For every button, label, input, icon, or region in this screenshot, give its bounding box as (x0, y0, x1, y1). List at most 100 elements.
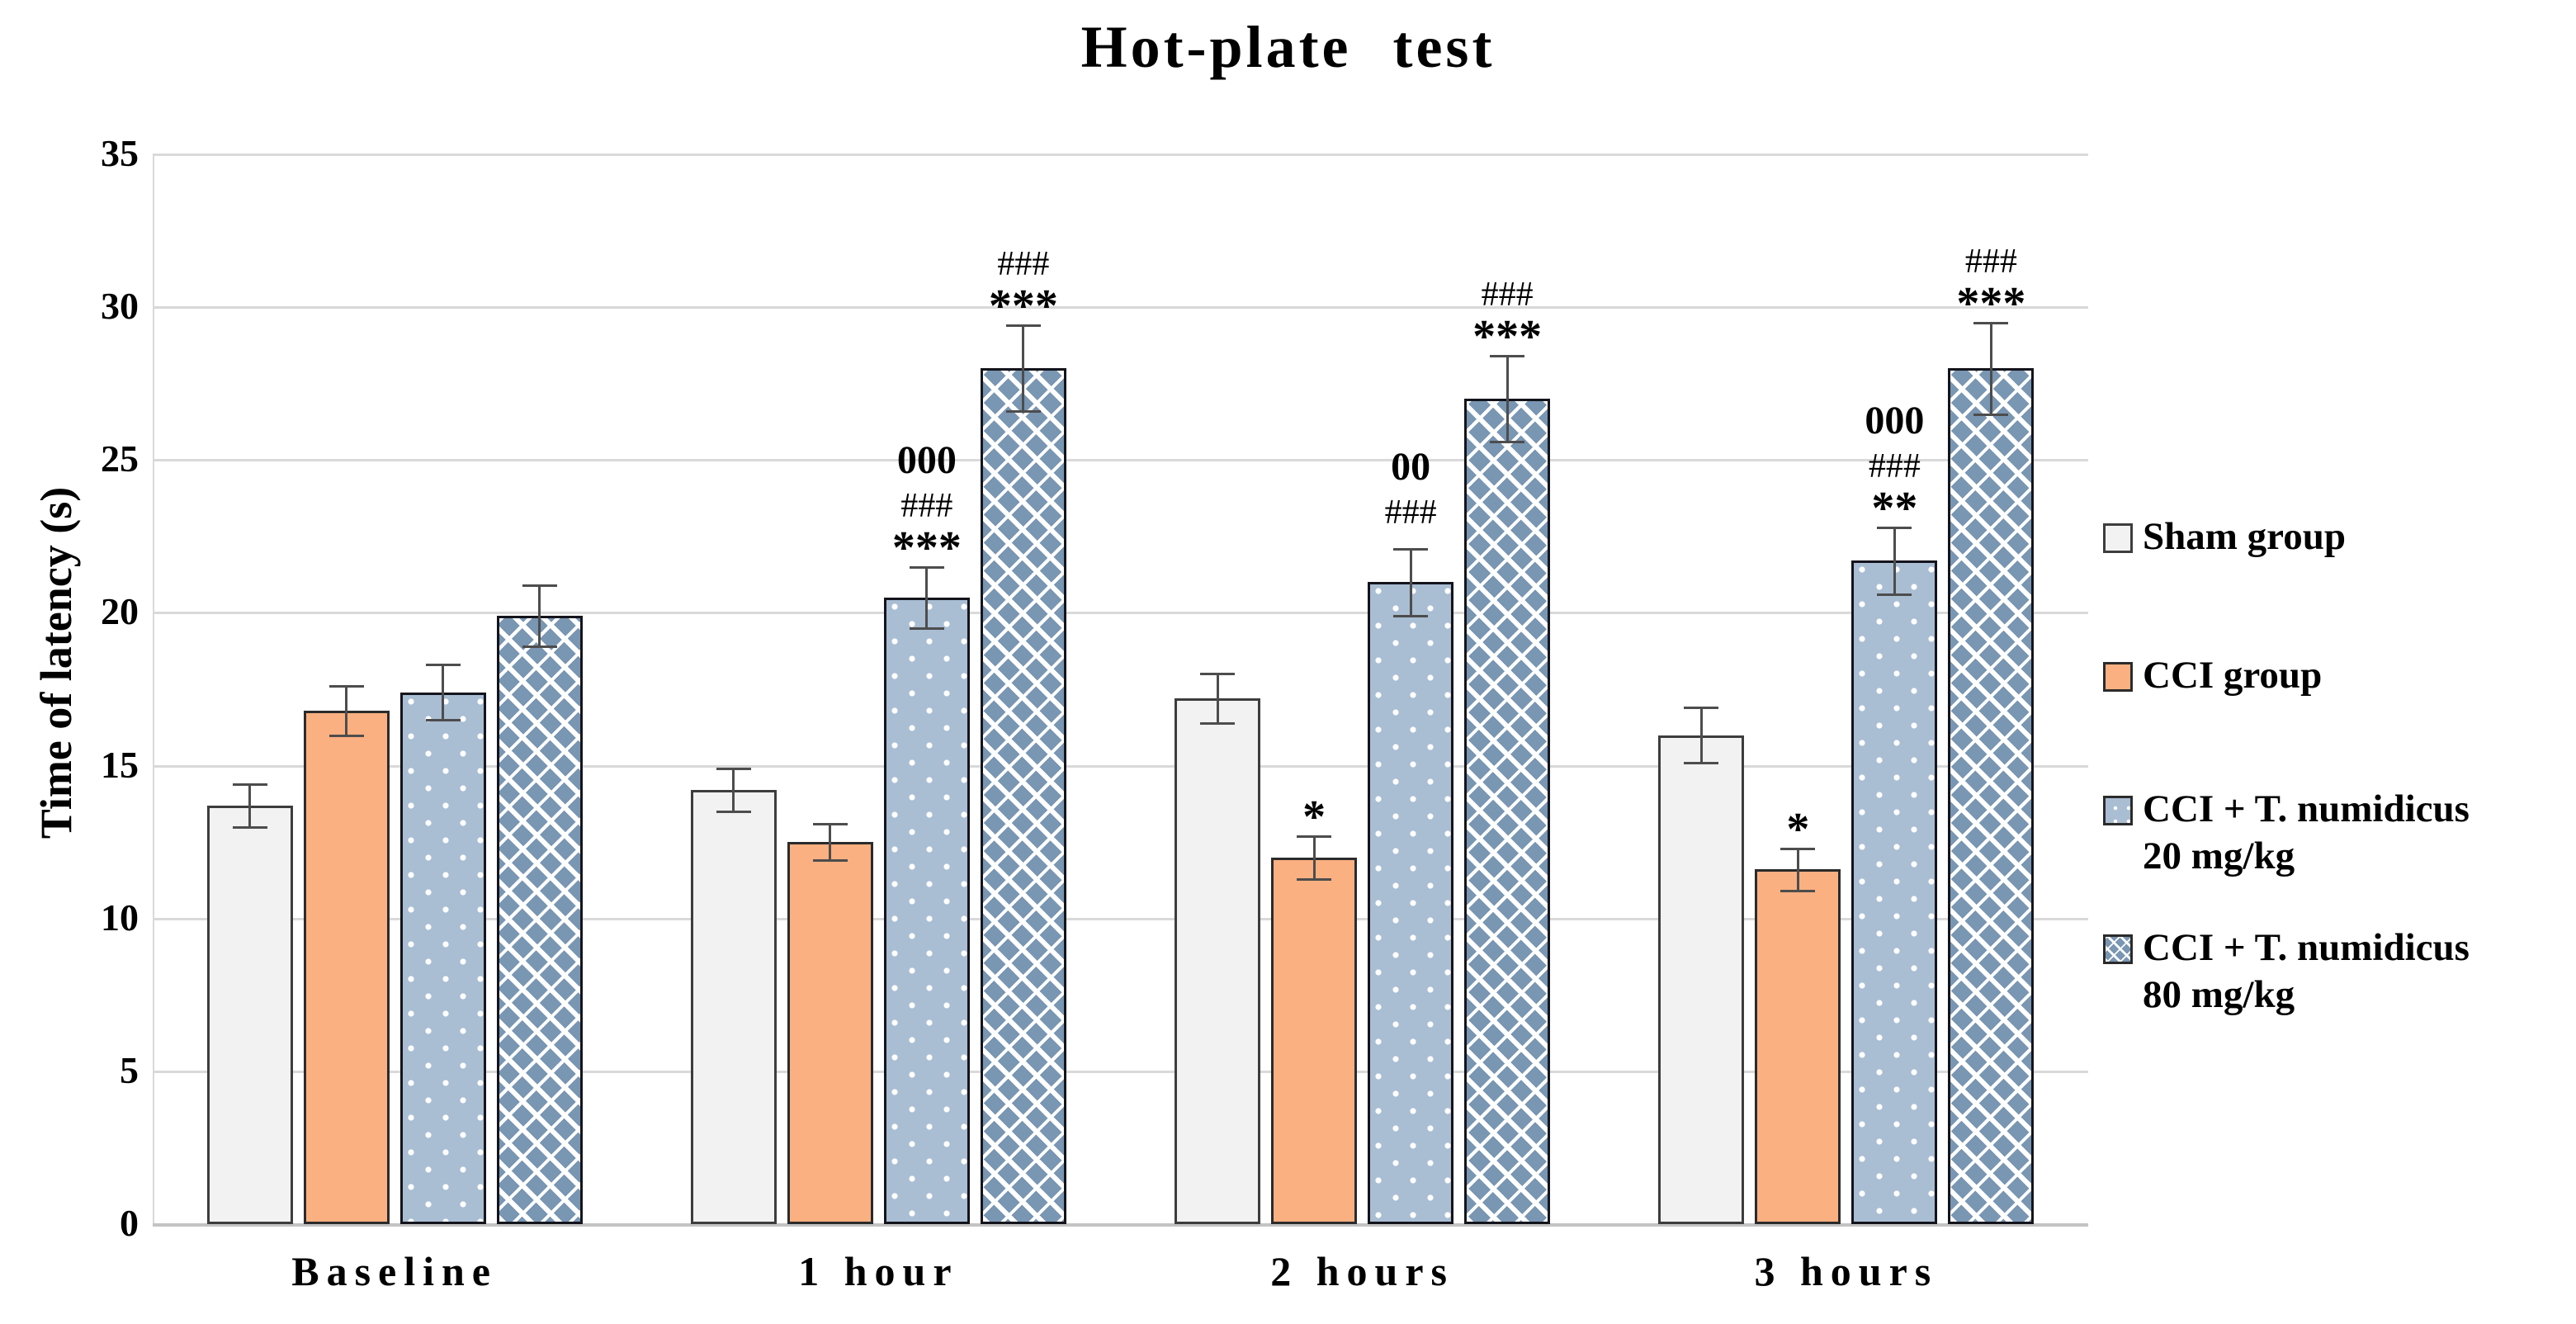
hash-annotation: ### (1481, 276, 1534, 314)
x-category-label: 2 hours (1270, 1248, 1454, 1294)
gridline-20 (153, 612, 2088, 615)
error-bar (1216, 674, 1219, 723)
error-bar (1312, 835, 1316, 879)
error-bar (345, 686, 348, 735)
y-tick-label-0: 0 (120, 1202, 139, 1244)
legend-label: CCI + T. numidicus 80 mg/kg (2143, 926, 2470, 1016)
error-bar-cap-top (1877, 526, 1912, 529)
error-bar-cap-bottom (1684, 761, 1719, 764)
error-bar-cap-top (1393, 547, 1429, 551)
bar-t80-0 (496, 616, 583, 1224)
legend-label: CCI group (2143, 654, 2323, 697)
hash-annotation: ### (900, 486, 953, 525)
error-bar-cap-top (522, 584, 557, 588)
y-tick-label-10: 10 (101, 896, 139, 939)
y-tick-label-25: 25 (101, 437, 139, 480)
gridline-5 (153, 1070, 2088, 1073)
legend-label: Sham group (2143, 515, 2346, 558)
error-bar-cap-bottom (522, 645, 557, 649)
error-bar-cap-bottom (1297, 877, 1332, 881)
annotation-stack: * (1182, 794, 1446, 840)
star-annotation: * (1786, 803, 1810, 855)
y-tick-label-15: 15 (101, 743, 139, 786)
error-bar-cap-bottom (909, 627, 944, 630)
error-bar-cap-bottom (1005, 410, 1041, 414)
error-bar (1989, 322, 1992, 414)
error-bar (829, 823, 832, 861)
x-category-label: 3 hours (1754, 1248, 1939, 1294)
error-bar-cap-top (328, 685, 364, 688)
x-category-label: 1 hour (798, 1248, 959, 1294)
circle-annotation: 000 (1865, 398, 1925, 442)
hash-annotation: ### (1868, 447, 1921, 485)
annotation-stack: 00 ### (1279, 445, 1543, 536)
annotation-stack: 000 ### ** (1762, 398, 2026, 532)
error-bar (1022, 325, 1025, 412)
legend: Sham group CCI group CCI + T. numidicus 20 … (2100, 0, 2570, 1324)
y-tick-label-30: 30 (101, 285, 139, 328)
y-tick-label-20: 20 (101, 590, 139, 633)
bar-t20-3 (1851, 560, 1938, 1224)
annotation-stack: * (1666, 806, 1930, 853)
plot-left-border (153, 154, 154, 1224)
legend-swatch-sham (2103, 523, 2133, 553)
error-bar-cap-top (812, 822, 848, 825)
bar-t20-1 (883, 597, 970, 1224)
error-bar (1505, 356, 1509, 442)
circle-annotation: 00 (1391, 444, 1431, 489)
y-tick-label-5: 5 (120, 1048, 139, 1091)
gridline-10 (153, 917, 2088, 920)
legend-label: CCI + T. numidicus 20 mg/kg (2143, 787, 2470, 877)
bar-t80-1 (980, 368, 1066, 1224)
hash-annotation: ### (1384, 493, 1437, 532)
error-bar-cap-bottom (328, 734, 364, 737)
error-bar-cap-top (909, 565, 944, 569)
error-bar-cap-bottom (1490, 441, 1525, 444)
error-bar-cap-top (1780, 847, 1816, 850)
bar-sham-2 (1175, 698, 1261, 1224)
error-bar-cap-bottom (425, 719, 461, 722)
error-bar-cap-top (1684, 707, 1719, 710)
bar-cci-2 (1271, 857, 1358, 1224)
annotation-stack: ### *** (1375, 272, 1639, 360)
error-bar-cap-bottom (1780, 890, 1816, 893)
error-bar-cap-top (1005, 324, 1041, 328)
error-bar-cap-top (1490, 355, 1525, 358)
star-annotation: ** (1871, 482, 1918, 534)
error-bar-cap-top (1200, 673, 1236, 676)
error-bar-cap-bottom (716, 811, 751, 814)
error-bar-cap-top (716, 768, 751, 771)
bar-sham-0 (206, 805, 293, 1224)
x-axis-line (153, 1223, 2088, 1227)
error-bar (925, 566, 929, 628)
error-bar (1893, 527, 1896, 595)
bar-cci-0 (303, 710, 390, 1224)
error-bar-cap-bottom (1973, 413, 2009, 416)
chart-title: Hot-plate test (1080, 14, 1496, 80)
annotation-stack: ### *** (891, 241, 1156, 329)
star-annotation: *** (1956, 277, 2026, 329)
error-bar (732, 768, 735, 812)
bar-sham-3 (1658, 735, 1745, 1224)
error-bar-cap-bottom (812, 859, 848, 863)
error-bar-cap-bottom (1200, 721, 1236, 725)
legend-swatch-t20 (2103, 796, 2133, 825)
error-bar (538, 585, 541, 647)
error-bar-cap-bottom (1393, 615, 1429, 618)
annotation-stack: ### *** (1859, 239, 2123, 327)
gridline-15 (153, 764, 2088, 768)
legend-swatch-t80 (2103, 934, 2133, 964)
bar-t20-0 (399, 692, 486, 1224)
gridline-30 (153, 306, 2088, 310)
legend-swatch-cci (2103, 662, 2133, 692)
error-bar-cap-top (1973, 321, 2009, 324)
error-bar-cap-bottom (232, 825, 267, 829)
hash-annotation: ### (1964, 242, 2017, 281)
error-bar (1699, 707, 1703, 763)
gridline-25 (153, 459, 2088, 462)
error-bar (1796, 848, 1799, 891)
hash-annotation: ### (997, 245, 1050, 284)
error-bar (442, 664, 445, 721)
y-tick-label-35: 35 (101, 132, 139, 174)
